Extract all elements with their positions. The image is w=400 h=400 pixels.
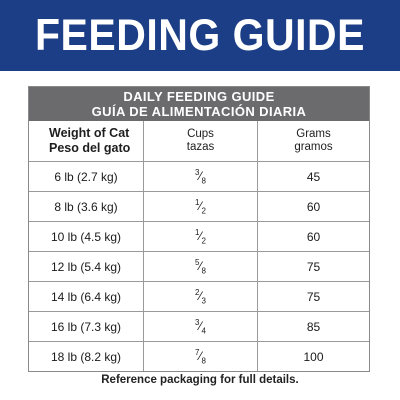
table-row: 8 lb (3.6 kg) 1⁄2 60	[29, 191, 369, 221]
cups-cell: 2⁄3	[143, 282, 257, 311]
cups-cell: 3⁄4	[143, 312, 257, 341]
cups-header-spanish: tazas	[186, 141, 215, 153]
cups-fraction: 3⁄8	[195, 167, 206, 186]
cups-cell: 3⁄8	[143, 162, 257, 191]
grams-cell: 85	[257, 312, 369, 341]
table-row: 14 lb (6.4 kg) 2⁄3 75	[29, 281, 369, 311]
cups-cell: 1⁄2	[143, 222, 257, 251]
weight-cell: 16 lb (7.3 kg)	[50, 319, 122, 334]
cups-header-english: Cups	[187, 128, 214, 140]
page-title: FEEDING GUIDE	[35, 10, 365, 60]
weight-cell: 8 lb (3.6 kg)	[54, 199, 118, 214]
table-row: 18 lb (8.2 kg) 7⁄8 100	[29, 341, 369, 371]
table-header: DAILY FEEDING GUIDE GUÍA DE ALIMENTACIÓN…	[29, 87, 369, 121]
table-header-english: DAILY FEEDING GUIDE	[123, 89, 275, 104]
grams-cell: 100	[257, 342, 369, 371]
cups-fraction: 2⁄3	[195, 287, 206, 306]
cups-column-header: Cups tazas	[143, 121, 257, 161]
cups-fraction: 1⁄2	[195, 227, 206, 246]
table-header-spanish: GUÍA DE ALIMENTACIÓN DIARIA	[91, 104, 307, 119]
grams-cell: 60	[257, 192, 369, 221]
grams-header-spanish: gramos	[294, 141, 333, 153]
weight-cell: 18 lb (8.2 kg)	[50, 349, 122, 364]
grams-cell: 60	[257, 222, 369, 251]
weight-cell: 6 lb (2.7 kg)	[54, 169, 118, 184]
weight-header-english: Weight of Cat	[49, 126, 130, 140]
cups-fraction: 1⁄2	[195, 197, 206, 216]
table-row: 12 lb (5.4 kg) 5⁄8 75	[29, 251, 369, 281]
weight-column-header: Weight of Cat Peso del gato	[29, 121, 143, 161]
table-row: 10 lb (4.5 kg) 1⁄2 60	[29, 221, 369, 251]
cups-fraction: 3⁄4	[195, 317, 206, 336]
table-row: 6 lb (2.7 kg) 3⁄8 45	[29, 161, 369, 191]
grams-header-english: Grams	[296, 128, 331, 140]
title-banner: FEEDING GUIDE	[0, 0, 400, 71]
cups-fraction: 7⁄8	[195, 347, 206, 366]
grams-column-header: Grams gramos	[257, 121, 369, 161]
cups-cell: 5⁄8	[143, 252, 257, 281]
footnote: Reference packaging for full details.	[101, 374, 299, 386]
table-row: 16 lb (7.3 kg) 3⁄4 85	[29, 311, 369, 341]
weight-header-spanish: Peso del gato	[49, 141, 131, 155]
feeding-guide-table: DAILY FEEDING GUIDE GUÍA DE ALIMENTACIÓN…	[28, 86, 370, 372]
cups-cell: 1⁄2	[143, 192, 257, 221]
column-headers: Weight of Cat Peso del gato Cups tazas G…	[29, 121, 369, 161]
weight-cell: 12 lb (5.4 kg)	[50, 259, 122, 274]
cups-fraction: 5⁄8	[195, 257, 206, 276]
grams-cell: 75	[257, 252, 369, 281]
weight-cell: 14 lb (6.4 kg)	[50, 289, 122, 304]
grams-cell: 75	[257, 282, 369, 311]
cups-cell: 7⁄8	[143, 342, 257, 371]
weight-cell: 10 lb (4.5 kg)	[50, 229, 122, 244]
grams-cell: 45	[257, 162, 369, 191]
